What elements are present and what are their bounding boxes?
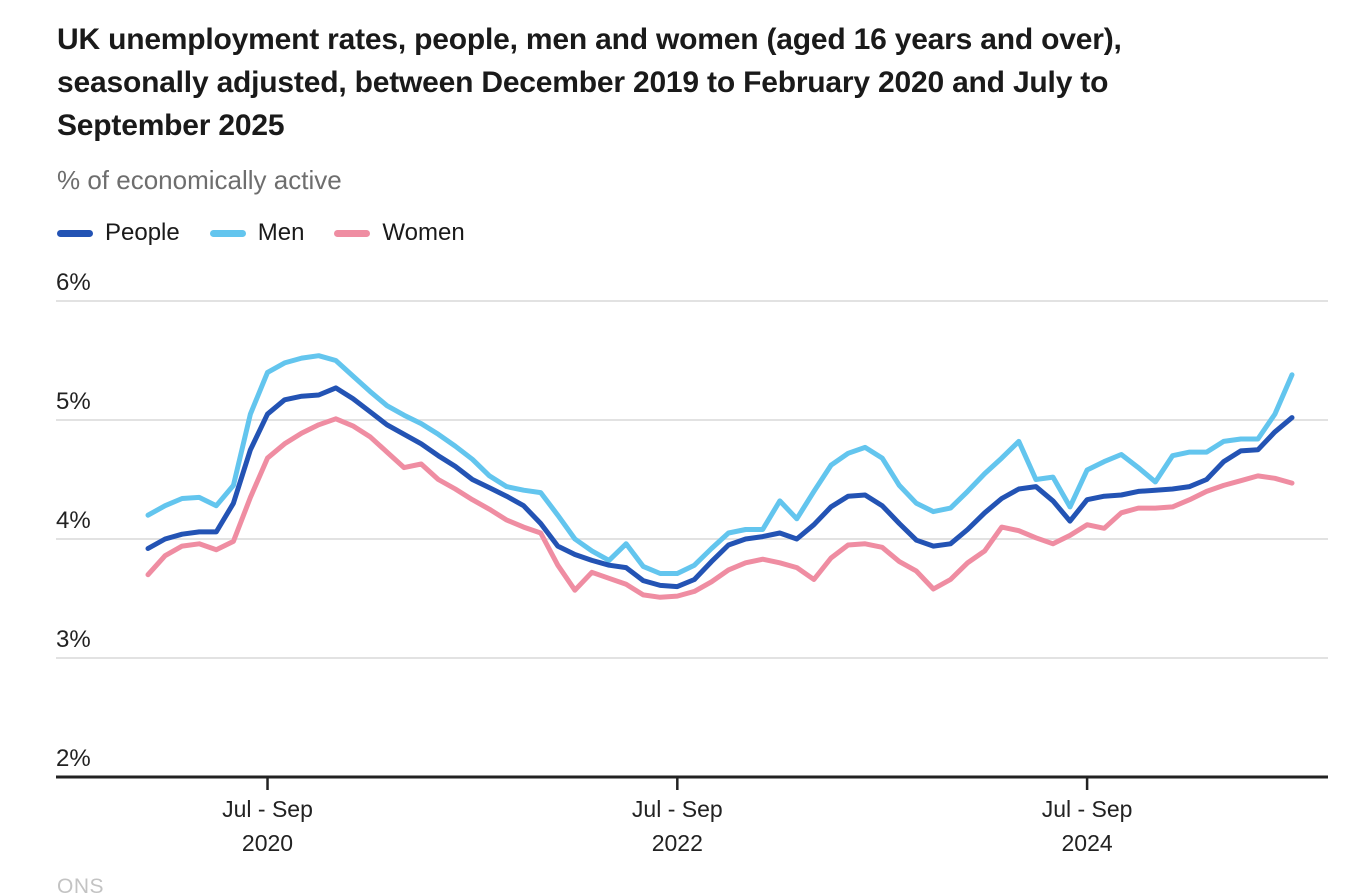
title-line-1: UK unemployment rates, people, men and w… xyxy=(57,23,1122,56)
y-axis-tick-label: 5% xyxy=(56,388,91,415)
y-axis-tick-label: 2% xyxy=(56,745,91,772)
y-axis-tick-label: 6% xyxy=(56,269,91,296)
legend-item-women: Women xyxy=(334,219,465,247)
legend-label-people: People xyxy=(105,219,180,246)
title-line-2: seasonally adjusted, between December 20… xyxy=(57,66,1109,99)
men-line-swatch-icon xyxy=(209,229,246,237)
women-line-swatch-icon xyxy=(334,229,371,237)
x-axis-tick-label: Jul - Sep 2020 xyxy=(222,796,313,856)
y-axis-tick-label: 3% xyxy=(56,626,91,653)
men-line xyxy=(145,353,1295,576)
x-axis-tick-label: Jul - Sep 2024 xyxy=(1041,796,1133,856)
title-line-3: September 2025 xyxy=(57,109,285,142)
legend-item-men: Men xyxy=(209,219,305,247)
y-axis-tick-label: 4% xyxy=(56,507,91,534)
ons-logo: ONS xyxy=(57,875,105,894)
chart-subtitle: % of economically active xyxy=(57,165,342,195)
chart-legend: People Men Women xyxy=(57,219,465,247)
legend-label-men: Men xyxy=(257,219,305,246)
x-axis-tick-label: Jul - Sep 2022 xyxy=(631,796,723,856)
legend-item-people: People xyxy=(57,219,180,247)
legend-label-women: Women xyxy=(382,219,465,246)
people-line-swatch-icon xyxy=(57,229,93,237)
page-title: UK unemployment rates, people, men and w… xyxy=(57,18,1327,147)
women-line xyxy=(145,416,1295,600)
people-line xyxy=(145,385,1295,590)
